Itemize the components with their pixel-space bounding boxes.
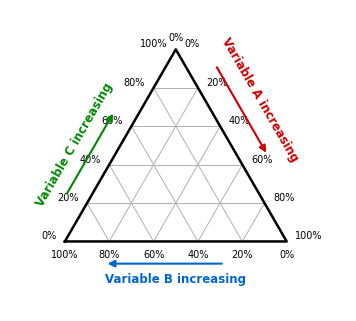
- Text: 0%: 0%: [168, 33, 183, 43]
- Text: 100%: 100%: [140, 39, 167, 49]
- Text: 20%: 20%: [57, 193, 78, 203]
- Text: 100%: 100%: [51, 250, 79, 260]
- Text: 0%: 0%: [279, 250, 294, 260]
- Text: Variable C increasing: Variable C increasing: [34, 81, 115, 209]
- Text: 60%: 60%: [251, 155, 272, 165]
- Text: 60%: 60%: [143, 250, 164, 260]
- Text: 40%: 40%: [229, 116, 250, 126]
- Text: 100%: 100%: [295, 231, 323, 241]
- Text: 80%: 80%: [273, 193, 294, 203]
- Text: 20%: 20%: [206, 78, 228, 88]
- Text: 40%: 40%: [187, 250, 209, 260]
- Text: 80%: 80%: [99, 250, 120, 260]
- Text: 20%: 20%: [231, 250, 253, 260]
- Text: 0%: 0%: [184, 39, 200, 49]
- Text: Variable B increasing: Variable B increasing: [105, 273, 246, 285]
- Text: 40%: 40%: [79, 155, 101, 165]
- Text: 80%: 80%: [124, 78, 145, 88]
- Text: 60%: 60%: [101, 116, 123, 126]
- Text: 0%: 0%: [41, 231, 56, 241]
- Text: Variable A increasing: Variable A increasing: [219, 35, 301, 164]
